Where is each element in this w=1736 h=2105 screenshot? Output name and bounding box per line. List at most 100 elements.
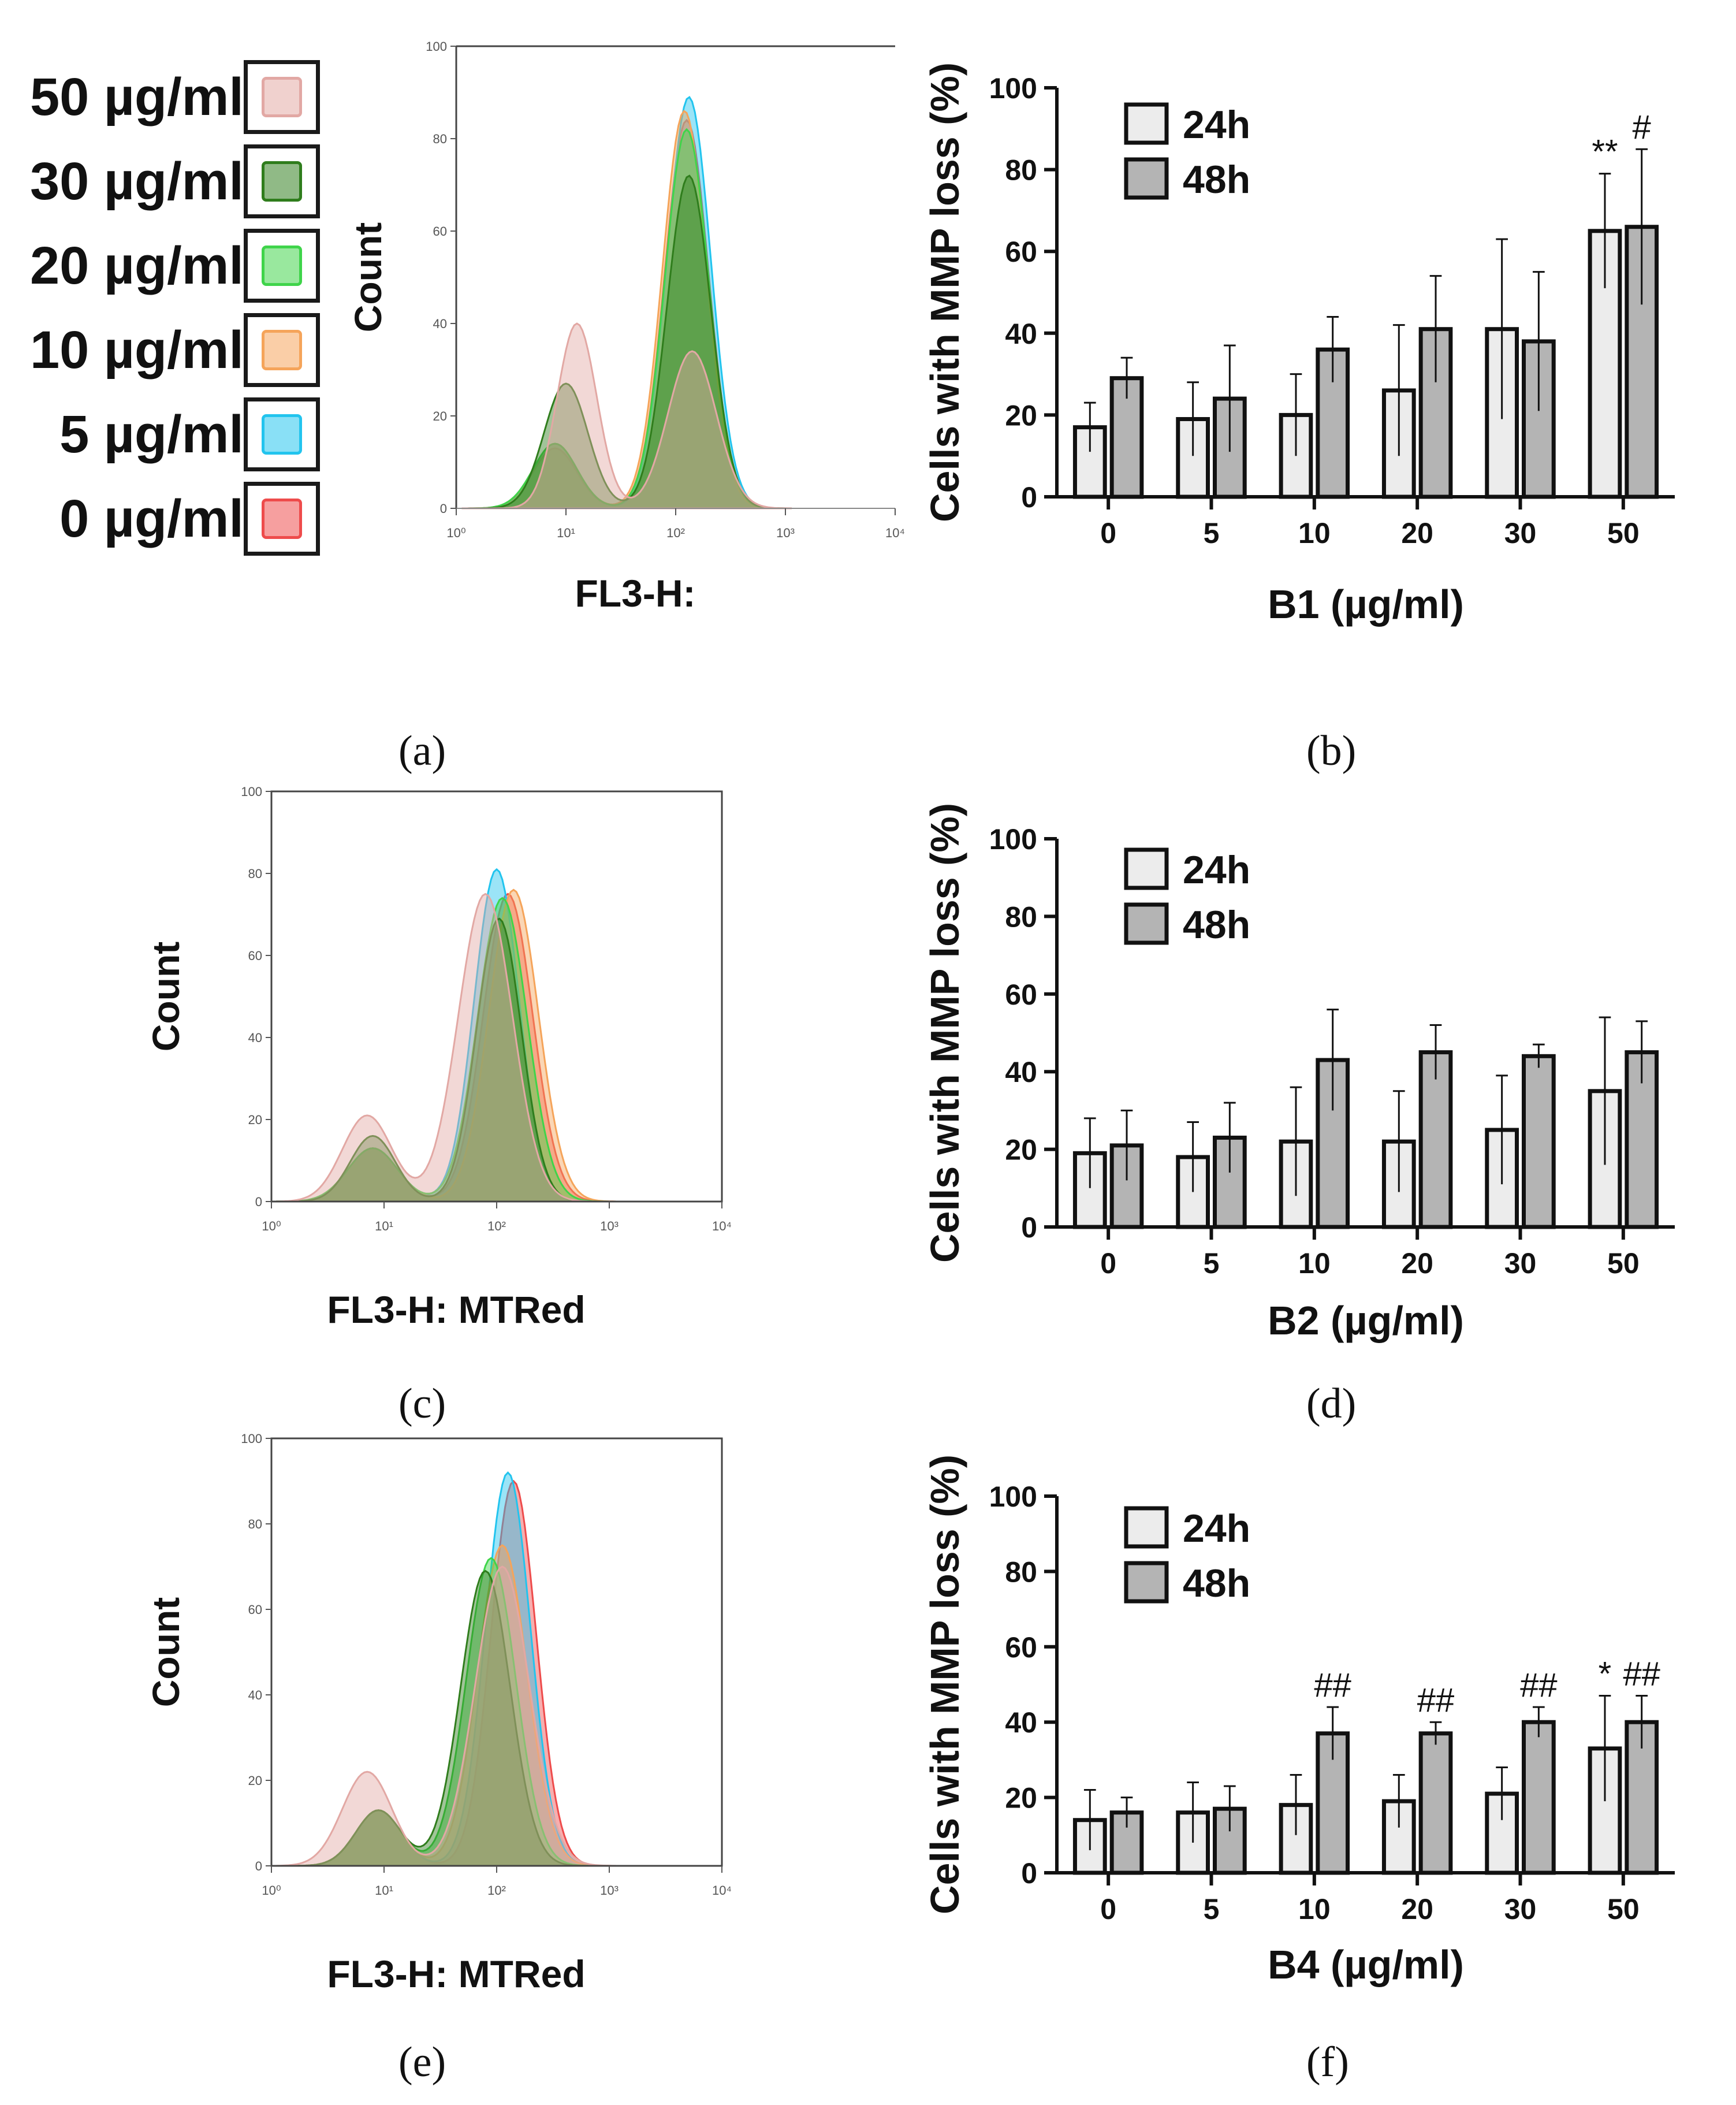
bar-legend-swatch bbox=[1124, 847, 1169, 890]
x-tick-label: 10⁰ bbox=[262, 1219, 281, 1233]
x-tick-label: 30 bbox=[1504, 517, 1537, 549]
bar bbox=[1625, 1050, 1659, 1229]
y-tick-label: 100 bbox=[989, 823, 1037, 856]
legend-swatch bbox=[244, 60, 320, 134]
concentration-legend: 50 µg/ml 30 µg/ml 20 µg/ml 10 µg/ml 5 µg… bbox=[0, 0, 323, 566]
x-axis-title: FL3-H: bbox=[575, 572, 696, 615]
bar-chart-f: 0 20 40 60 80 100 0 5 10 20 30 50 ## ## ## * ## 24h 48h Cel… bbox=[922, 1455, 1675, 1987]
y-tick-label: 80 bbox=[1005, 1556, 1037, 1588]
y-axis-title: Cells with MMP loss (%) bbox=[922, 1455, 967, 1914]
significance-marker: * bbox=[1599, 1656, 1612, 1693]
x-tick-label: 50 bbox=[1607, 1893, 1640, 1925]
x-tick-label: 20 bbox=[1401, 517, 1433, 549]
y-tick-label: 80 bbox=[1005, 154, 1037, 187]
legend-item: 5 µg/ml bbox=[0, 393, 323, 477]
legend-swatch-color bbox=[262, 330, 302, 370]
x-tick-label: 30 bbox=[1504, 1247, 1537, 1280]
legend-label: 20 µg/ml bbox=[29, 236, 244, 295]
legend-swatch bbox=[244, 397, 320, 471]
y-tick-label: 20 bbox=[1005, 399, 1037, 432]
y-tick-label: 100 bbox=[989, 72, 1037, 105]
y-tick-label: 20 bbox=[1005, 1134, 1037, 1166]
legend-swatch bbox=[244, 482, 320, 556]
x-tick-label: 30 bbox=[1504, 1893, 1537, 1925]
y-tick-label: 100 bbox=[241, 1431, 262, 1446]
x-tick-label: 10¹ bbox=[375, 1883, 393, 1898]
bar-legend-label: 48h bbox=[1183, 1561, 1250, 1605]
x-tick-label: 10⁰ bbox=[262, 1883, 281, 1898]
y-tick-label: 60 bbox=[248, 1602, 262, 1617]
bar-legend-swatch bbox=[1124, 1506, 1169, 1549]
x-tick-label: 10⁴ bbox=[885, 526, 905, 540]
y-tick-label: 40 bbox=[433, 317, 447, 331]
legend-item: 10 µg/ml bbox=[0, 308, 323, 393]
y-tick-label: 100 bbox=[989, 1481, 1037, 1513]
bar-legend-label: 48h bbox=[1183, 903, 1250, 947]
histogram-chart-a: 0 20 40 60 80 100 10⁰ 10¹ 10² 10³ 10⁴ Count FL3-H: bbox=[347, 39, 905, 615]
histogram-series-area bbox=[276, 1565, 616, 1867]
y-tick-label: 60 bbox=[1005, 979, 1037, 1011]
bar-legend-label: 24h bbox=[1183, 848, 1250, 892]
panel-label-a: (a) bbox=[398, 727, 446, 775]
y-axis-title: Count bbox=[144, 942, 187, 1052]
legend-label: 0 µg/ml bbox=[59, 489, 244, 548]
histogram-series-area bbox=[461, 174, 791, 509]
x-tick-label: 50 bbox=[1607, 1247, 1640, 1280]
x-tick-label: 10⁰ bbox=[446, 526, 465, 540]
x-tick-label: 10 bbox=[1298, 517, 1331, 549]
bar-legend-label: 24h bbox=[1183, 103, 1250, 147]
legend-label: 5 µg/ml bbox=[59, 405, 244, 464]
histogram-series-area bbox=[277, 1570, 615, 1867]
significance-marker: ## bbox=[1314, 1667, 1351, 1704]
x-tick-label: 10⁴ bbox=[712, 1219, 732, 1233]
y-tick-label: 40 bbox=[1005, 1706, 1037, 1739]
x-tick-label: 5 bbox=[1204, 1247, 1220, 1280]
legend-swatch-color bbox=[262, 499, 302, 539]
y-tick-label: 40 bbox=[1005, 1056, 1037, 1088]
significance-marker: ** bbox=[1592, 133, 1618, 171]
panel-label-e: (e) bbox=[398, 2039, 446, 2086]
legend-swatch bbox=[244, 144, 320, 218]
histogram-chart-c: 0 20 40 60 80 100 10⁰ 10¹ 10² 10³ 10⁴ Count FL3-H: M… bbox=[144, 784, 732, 1331]
panel-label-d: (d) bbox=[1306, 1380, 1357, 1427]
legend-item: 30 µg/ml bbox=[0, 140, 323, 224]
legend-swatch-color bbox=[262, 77, 302, 117]
y-tick-label: 20 bbox=[248, 1773, 262, 1788]
panel-label-b: (b) bbox=[1306, 727, 1357, 775]
y-tick-label: 0 bbox=[1021, 481, 1037, 514]
legend-swatch bbox=[244, 229, 320, 303]
y-axis-title: Cells with MMP loss (%) bbox=[922, 62, 967, 522]
histogram-series-area bbox=[461, 118, 791, 509]
x-tick-label: 20 bbox=[1401, 1247, 1433, 1280]
y-tick-label: 0 bbox=[1021, 1857, 1037, 1890]
histogram-series-area bbox=[276, 892, 615, 1203]
x-tick-label: 10³ bbox=[776, 526, 795, 540]
histogram-series-area bbox=[461, 128, 791, 509]
bar bbox=[1522, 1054, 1556, 1229]
y-tick-label: 40 bbox=[248, 1688, 262, 1702]
x-tick-label: 10² bbox=[487, 1219, 506, 1233]
y-tick-label: 100 bbox=[241, 784, 262, 799]
x-tick-label: 0 bbox=[1100, 1893, 1116, 1925]
significance-marker: ## bbox=[1520, 1667, 1558, 1704]
panel-label-c: (c) bbox=[398, 1380, 446, 1427]
legend-swatch-color bbox=[262, 246, 302, 286]
y-tick-label: 100 bbox=[426, 39, 447, 54]
panel-label-f: (f) bbox=[1306, 2039, 1349, 2086]
y-tick-label: 60 bbox=[1005, 1631, 1037, 1664]
histogram-chart-e: 0 20 40 60 80 100 10⁰ 10¹ 10² 10³ 10⁴ Count FL3-H: M… bbox=[144, 1431, 732, 1995]
y-tick-label: 60 bbox=[433, 224, 447, 239]
x-tick-label: 5 bbox=[1204, 1893, 1220, 1925]
bar bbox=[1381, 1799, 1416, 1875]
y-tick-label: 60 bbox=[248, 949, 262, 963]
legend-label: 50 µg/ml bbox=[29, 68, 244, 127]
significance-marker: ## bbox=[1417, 1682, 1455, 1719]
x-tick-label: 10¹ bbox=[557, 526, 575, 540]
y-tick-label: 80 bbox=[1005, 901, 1037, 933]
x-tick-label: 0 bbox=[1100, 517, 1116, 549]
legend-item: 0 µg/ml bbox=[0, 477, 323, 561]
x-tick-label: 0 bbox=[1100, 1247, 1116, 1280]
x-tick-label: 10⁴ bbox=[712, 1883, 732, 1898]
y-tick-label: 0 bbox=[440, 501, 447, 516]
y-tick-label: 60 bbox=[1005, 236, 1037, 268]
